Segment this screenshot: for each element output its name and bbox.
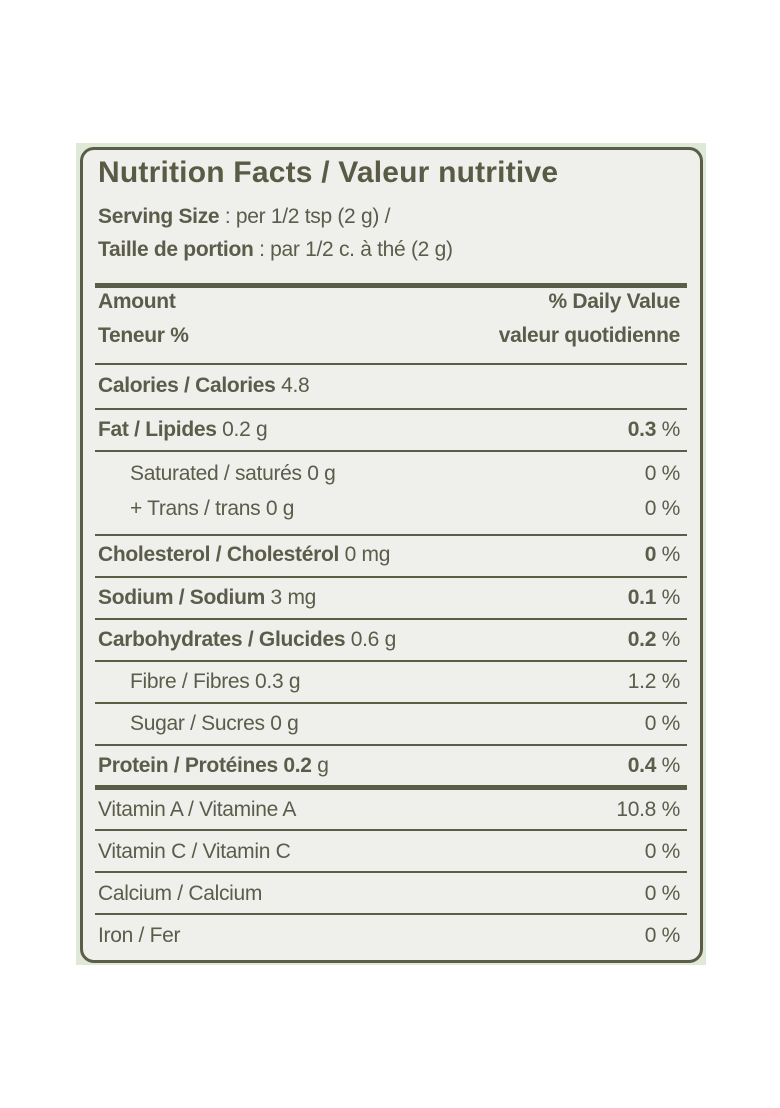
divider (95, 871, 687, 873)
nutrient-amount: 0.6 g (345, 628, 397, 651)
nutrient-name: Fibre / Fibres (130, 670, 250, 693)
nutrient-row-saturated: Saturated / saturés 0 g 0 % (98, 458, 680, 492)
daily-value: 0.1 % (627, 586, 681, 609)
divider-thick (95, 283, 687, 288)
daily-value: 0 % (644, 543, 681, 566)
nutrient-amount: 0.2 g (216, 418, 268, 441)
nutrient-name: Calcium / Calcium (98, 882, 263, 905)
header-dv-en: % Daily Value (548, 290, 680, 313)
divider-thick (95, 785, 687, 790)
serving-size-fr-label: Taille de portion (98, 238, 254, 261)
nutrient-amount: 0.3 g (249, 670, 301, 693)
daily-value: 1.2 % (627, 670, 681, 693)
nutrient-row-cholesterol: Cholesterol / Cholestérol 0 mg 0 % (98, 539, 680, 573)
nutrient-amount: 0 g (264, 712, 299, 735)
nutrient-row-fat: Fat / Lipides 0.2 g 0.3 % (98, 414, 680, 448)
divider (95, 744, 687, 746)
nutrient-amount: 4.8 (275, 374, 310, 397)
serving-size-fr-value: : par 1/2 c. à thé (2 g) (253, 238, 453, 261)
nutrient-row-protein: Protein / Protéines 0.2 g 0.4 % (98, 750, 680, 784)
daily-value: 0 % (644, 462, 681, 485)
nutrient-row-vitamin-c: Vitamin C / Vitamin C 0 % (98, 836, 680, 870)
nutrient-row-vitamin-a: Vitamin A / Vitamine A 10.8 % (98, 794, 680, 828)
divider (95, 702, 687, 704)
header-dv-fr: valeur quotidienne (498, 324, 681, 347)
nutrient-row-carbohydrates: Carbohydrates / Glucides 0.6 g 0.2 % (98, 624, 680, 658)
nutrient-name: Cholesterol / Cholestérol (98, 543, 340, 566)
nutrient-name: Protein / Protéines (98, 754, 278, 777)
label-title: Nutrition Facts / Valeur nutritive (98, 156, 559, 189)
daily-value: 0.2 % (627, 628, 681, 651)
divider (95, 829, 687, 831)
divider (95, 576, 687, 578)
serving-size-en-value: : per 1/2 tsp (2 g) / (219, 205, 391, 228)
nutrition-facts-label: Nutrition Facts / Valeur nutritive Servi… (80, 147, 703, 963)
nutrient-row-fibre: Fibre / Fibres 0.3 g 1.2 % (98, 666, 680, 700)
daily-value: 0.3 % (627, 418, 681, 441)
divider (95, 913, 687, 915)
header-amount-fr: Teneur % (98, 324, 189, 347)
nutrient-row-calories: Calories / Calories 4.8 (98, 370, 680, 404)
nutrient-row-iron: Iron / Fer 0 % (98, 920, 680, 954)
nutrient-amount: 0.2 (277, 754, 312, 777)
nutrient-amount: 3 mg (265, 586, 317, 609)
nutrient-row-calcium: Calcium / Calcium 0 % (98, 878, 680, 912)
daily-value: 0 % (644, 712, 681, 735)
nutrient-name: Saturated / saturés (130, 462, 302, 485)
nutrient-name: Carbohydrates / Glucides (98, 628, 346, 651)
serving-size-fr: Taille de portion : par 1/2 c. à thé (2 … (98, 238, 453, 262)
divider (95, 408, 687, 410)
daily-value: 0.4 % (627, 754, 681, 777)
nutrient-row-sodium: Sodium / Sodium 3 mg 0.1 % (98, 582, 680, 616)
serving-size-en-label: Serving Size (98, 205, 220, 228)
daily-value: 0 % (644, 840, 681, 863)
daily-value: 0 % (644, 882, 681, 905)
nutrient-row-trans: + Trans / trans 0 g 0 % (98, 493, 680, 527)
nutrient-amount: 0 mg (339, 543, 391, 566)
nutrient-name: + Trans / trans (130, 497, 261, 520)
nutrient-amount: 0 g (301, 462, 336, 485)
nutrient-name: Sugar / Sucres (130, 712, 265, 735)
header-amount-en: Amount (98, 290, 176, 313)
divider (95, 363, 687, 365)
nutrient-name: Iron / Fer (98, 924, 181, 947)
serving-size-en: Serving Size : per 1/2 tsp (2 g) / (98, 205, 390, 229)
nutrient-name: Sodium / Sodium (98, 586, 265, 609)
nutrient-name: Vitamin A / Vitamine A (98, 798, 297, 821)
divider (95, 618, 687, 620)
nutrient-amount: 0 g (260, 497, 295, 520)
divider (95, 660, 687, 662)
nutrient-name: Fat / Lipides (98, 418, 217, 441)
daily-value: 0 % (644, 924, 681, 947)
nutrient-name: Calories / Calories (98, 374, 276, 397)
daily-value: 0 % (644, 497, 681, 520)
daily-value: 10.8 % (616, 798, 680, 821)
divider (95, 534, 687, 536)
nutrient-name: Vitamin C / Vitamin C (98, 840, 291, 863)
divider (95, 450, 687, 452)
nutrient-row-sugar: Sugar / Sucres 0 g 0 % (98, 708, 680, 742)
nutrient-amount-unit: g (311, 754, 329, 777)
